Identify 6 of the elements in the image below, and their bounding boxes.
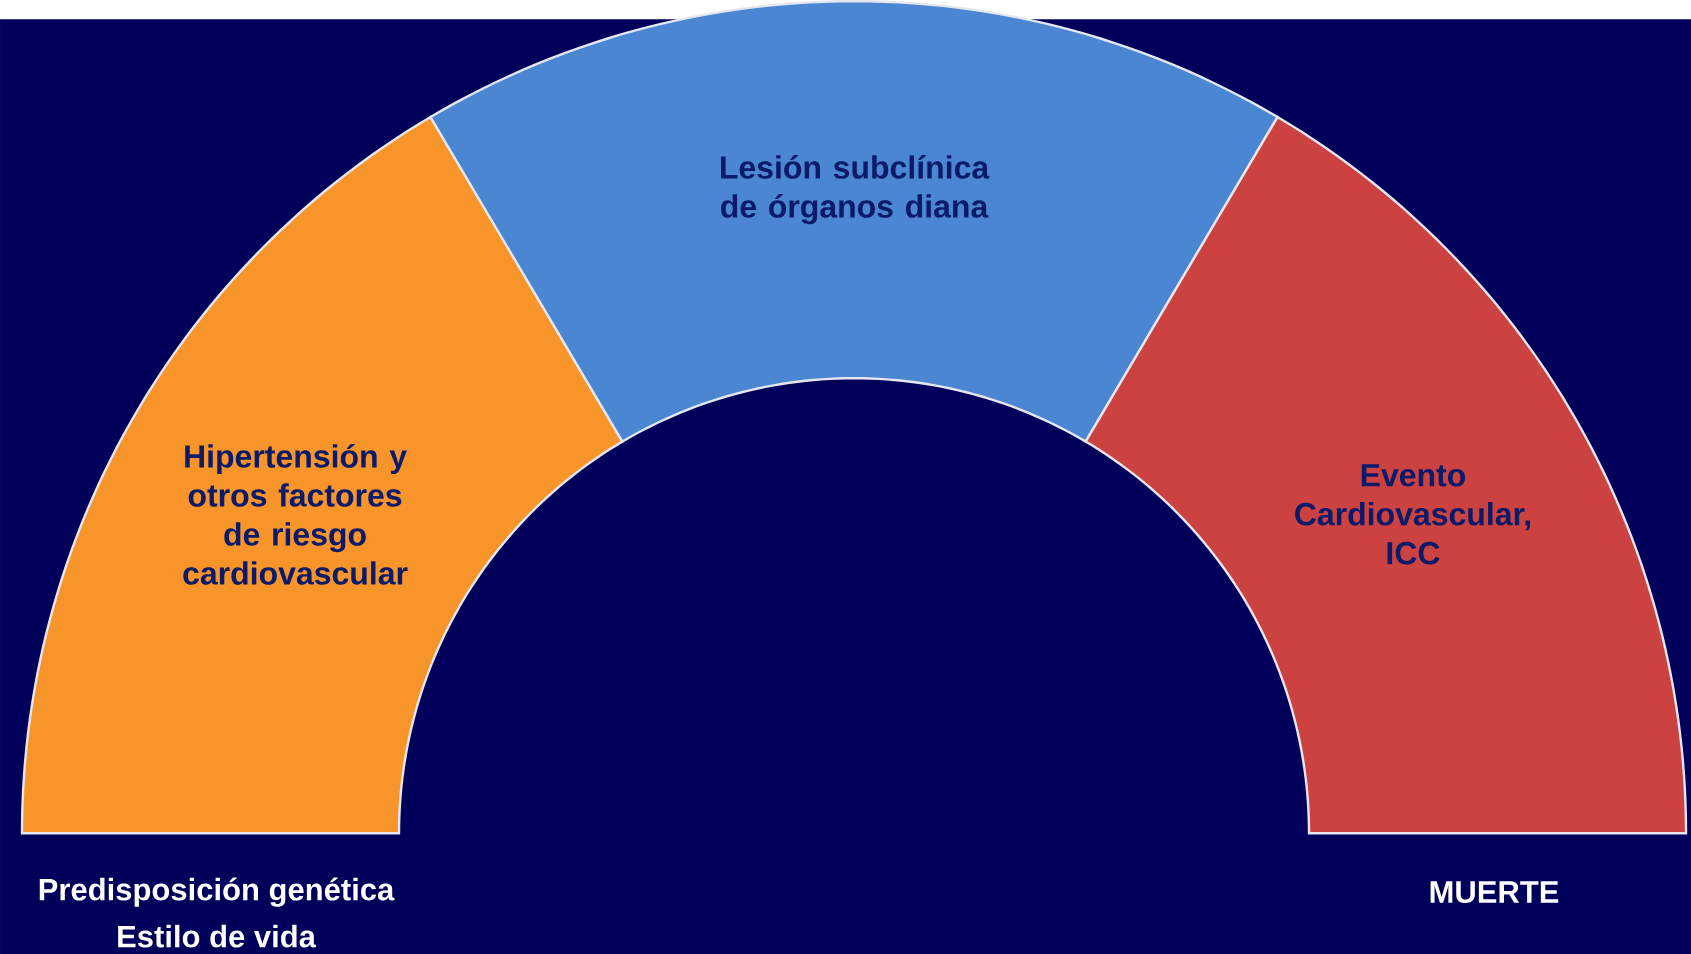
slice-label: Evento Cardiovascular, ICC (1295, 464, 1530, 565)
text: Predisposición genética (39, 877, 395, 907)
slice-label: Hipertensión y otros factores de riesgo cardiovascular (183, 443, 408, 585)
text: Estilo de vida (118, 924, 317, 948)
text: MUERTE (1430, 881, 1559, 903)
slice-label: Lesión subclínica de órganos diana (721, 154, 990, 225)
